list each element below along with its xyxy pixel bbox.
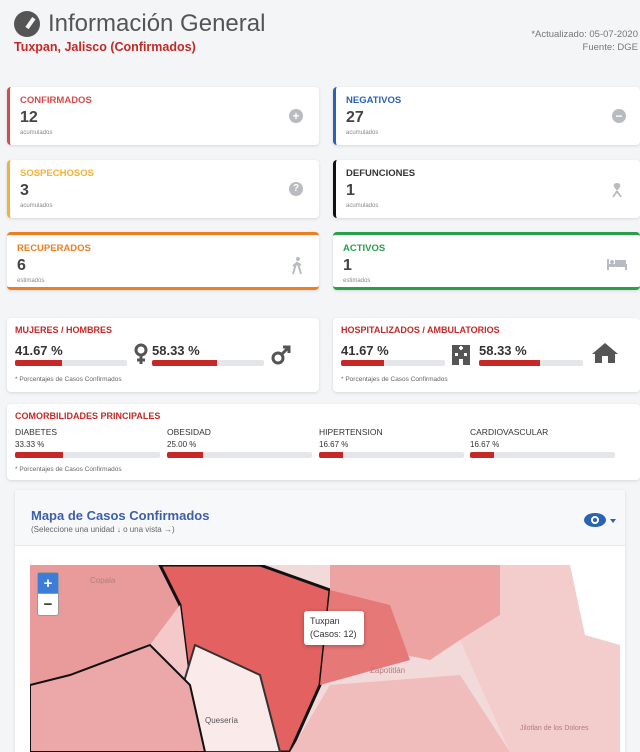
map-label-zapotitlan: Zapotitlán [370,666,405,675]
comorbidity-bar-fill [15,452,64,458]
stat-label: NEGATIVOS [346,95,402,106]
map-subtitle: (Seleccione una unidad ↓ o una vista →) [31,525,175,534]
ambulatory-bar [479,360,583,366]
comorbidity-pct: 33.33 % [15,440,45,449]
card-confirmados: CONFIRMADOS 12 acumulados + [7,87,319,145]
hospital-icon [452,345,470,365]
hospitalized-pct: 41.67 % [341,343,389,358]
map-tooltip: Tuxpan (Casos: 12) [304,611,364,645]
card-sospechosos: SOSPECHOSOS 3 acumulados ? [7,160,319,218]
male-icon [271,345,291,365]
stat-value: 6 [17,257,26,274]
bed-icon [607,259,627,270]
stat-label: ACTIVOS [343,243,386,254]
ambulatory-pct: 58.33 % [479,343,527,358]
title-text: Información General [48,10,266,37]
eye-icon[interactable] [583,512,617,528]
comorbidity-name: DIABETES [15,427,58,437]
comorbidity-name: HIPERTENSION [319,427,383,437]
card-negativos: NEGATIVOS 27 acumulados − [333,87,640,145]
men-bar [152,360,264,366]
map-view[interactable]: Copala Zapotitlán Quesería Jilotlan de l… [30,565,620,752]
plus-circle-icon: + [289,109,303,123]
men-pct: 58.33 % [152,343,200,358]
map-card: Mapa de Casos Confirmados (Seleccione un… [15,490,625,752]
women-bar-fill [15,360,62,366]
comorbidity-bar-fill [470,452,495,458]
card-gender: MUJERES / HOMBRES 41.67 % 58.33 % * Porc… [7,318,319,392]
comorbidity-pct: 25.00 % [167,440,197,449]
note: * Porcentajes de Casos Confirmados [15,376,122,383]
comorbidity-bar [319,452,464,458]
location-subtitle: Tuxpan, Jalisco (Confirmados) [14,40,196,54]
map-title: Mapa de Casos Confirmados [31,508,210,523]
stat-value: 27 [346,109,364,126]
question-circle-icon: ? [289,182,303,196]
comorbidity-pct: 16.67 % [319,440,349,449]
stat-label: CONFIRMADOS [20,95,92,106]
note: * Porcentajes de Casos Confirmados [341,376,448,383]
updated-date: *Actualizado: 05-07-2020 [531,29,638,40]
map-canvas[interactable]: Copala Zapotitlán Quesería Jilotlan de l… [30,565,620,752]
stat-value: 1 [346,182,355,199]
comorbidity-name: CARDIOVASCULAR [470,427,549,437]
comorbidity-bar [15,452,160,458]
ambulatory-bar-fill [479,360,540,366]
map-label-copala: Copala [90,576,116,585]
stat-unit: acumulados [346,203,379,209]
zoom-in-button[interactable]: + [38,573,58,594]
data-source: Fuente: DGE [582,42,638,53]
dashboard-icon [14,11,40,37]
card-label: COMORBILIDADES PRINCIPALES [15,411,161,421]
stat-label: DEFUNCIONES [346,168,416,179]
female-icon [134,343,148,364]
women-pct: 41.67 % [15,343,63,358]
stat-unit: acumulados [346,130,379,136]
comorbidity-name: OBESIDAD [167,427,211,437]
women-bar [15,360,127,366]
card-label: MUJERES / HOMBRES [15,325,113,335]
page-title: Información General [14,10,265,38]
tooltip-cases: (Casos: 12) [310,629,357,639]
tooltip-name: Tuxpan [310,616,340,626]
stat-unit: acumulados [20,130,53,136]
card-activos: ACTIVOS 1 estimados [333,232,640,290]
minus-circle-icon: − [612,109,626,123]
card-hospital: HOSPITALIZADOS / AMBULATORIOS 41.67 % 58… [333,318,640,392]
hospitalized-bar [341,360,445,366]
comorbidity-bar [470,452,615,458]
stat-unit: estimados [17,278,45,284]
page-header: Información General Tuxpan, Jalisco (Con… [14,10,640,60]
house-icon [592,343,618,363]
hospitalized-bar-fill [341,360,385,366]
walking-icon [292,257,302,275]
comorbidity-pct: 16.67 % [470,440,500,449]
card-defunciones: DEFUNCIONES 1 acumulados [333,160,640,218]
map-label-queseria: Quesería [205,716,238,725]
zoom-out-button[interactable]: − [43,596,53,613]
stat-label: RECUPERADOS [17,243,91,254]
stat-value: 1 [343,257,352,274]
card-label: HOSPITALIZADOS / AMBULATORIOS [341,325,500,335]
stat-value: 3 [20,182,29,199]
stat-label: SOSPECHOSOS [20,168,94,179]
stat-unit: acumulados [20,203,53,209]
comorbidity-bar [167,452,312,458]
stat-value: 12 [20,109,38,126]
men-bar-fill [152,360,218,366]
zoom-control: + − [37,572,59,616]
comorbidity-bar-fill [319,452,344,458]
ribbon-icon [612,183,622,197]
map-header: Mapa de Casos Confirmados (Seleccione un… [15,490,625,546]
update-info: *Actualizado: 05-07-2020 Fuente: DGE [531,28,638,54]
note: * Porcentajes de Casos Confirmados [15,466,122,473]
card-comorbidities: COMORBILIDADES PRINCIPALES DIABETES 33.3… [7,404,640,480]
card-recuperados: RECUPERADOS 6 estimados [7,232,319,290]
stat-unit: estimados [343,278,371,284]
comorbidity-bar-fill [167,452,204,458]
map-label-jilotlan: Jilotlan de los Dolores [520,725,589,732]
